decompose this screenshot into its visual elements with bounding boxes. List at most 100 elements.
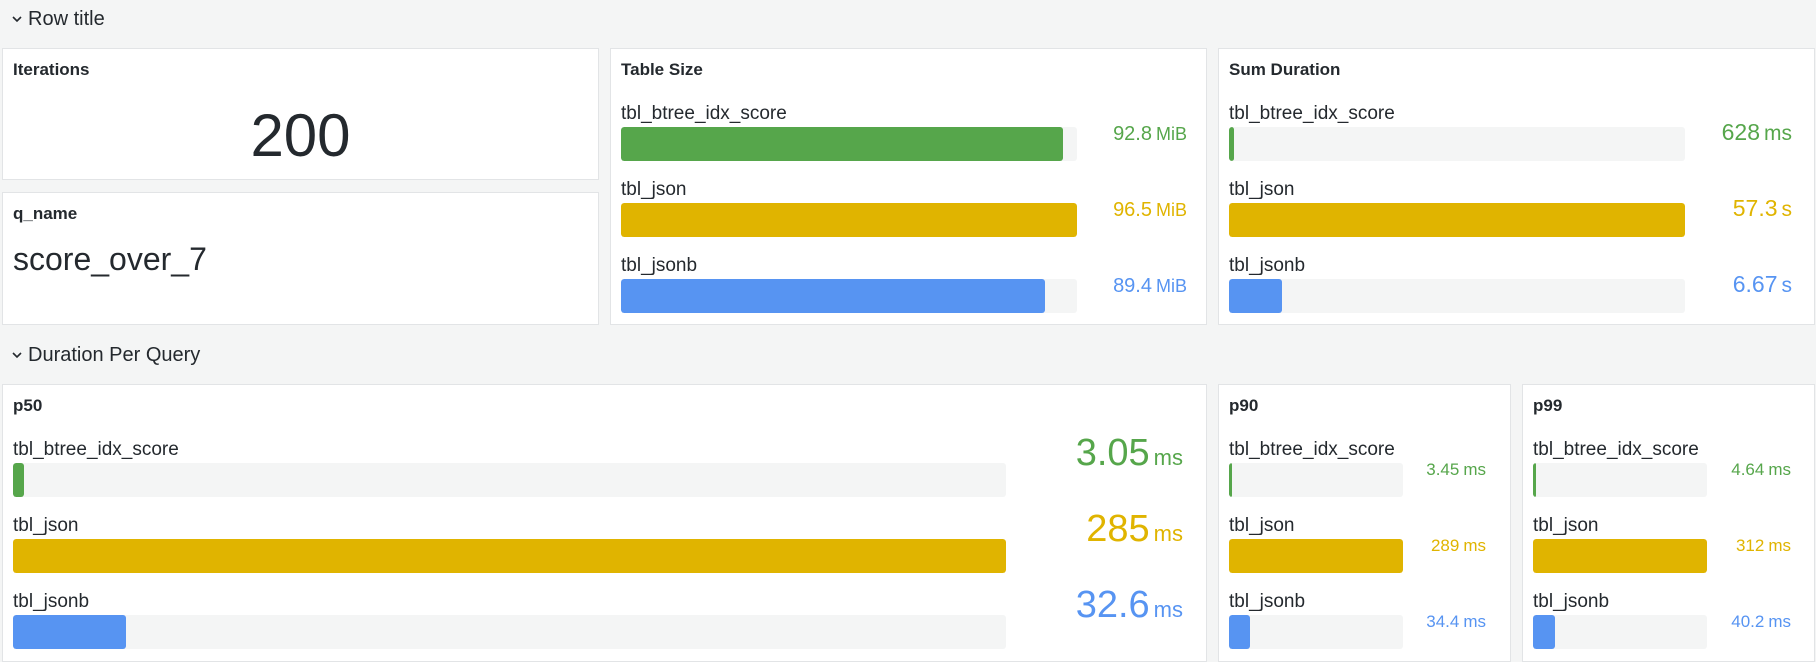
gauge-label: tbl_jsonb [1229,255,1306,276]
gauge-number: 96.5 [1113,199,1152,221]
gauge-bar [1229,127,1235,161]
gauge-unit: ms [1153,521,1183,546]
gauge-label: tbl_jsonb [1533,591,1610,612]
gauge-bar [13,615,127,649]
gauge-track [1533,539,1707,573]
gauge-bar [1533,615,1556,649]
gauge-value: 3.45 ms [1426,460,1486,480]
gauge-bar [621,203,1077,237]
gauge-number: 628 [1721,119,1760,145]
gauge-number: 4.64 [1731,460,1765,479]
gauge-bar [621,279,1046,313]
gauge-number: 40.2 [1731,612,1765,631]
gauge-value: 3.05 ms [1076,432,1183,475]
gauge-label: tbl_json [1229,515,1295,536]
gauge-bar [1533,463,1536,497]
gauge-unit: ms [1153,445,1183,470]
gauge-track [1533,463,1707,497]
sum-duration-panel[interactable]: Sum Duration tbl_btree_idx_score 628 ms tbl… [1218,48,1815,325]
panel-title: p99 [1533,396,1563,415]
p99-panel[interactable]: p99 tbl_btree_idx_score 4.64 ms tbl_json 312… [1522,384,1815,662]
gauge-value: 32.6 ms [1076,584,1183,627]
gauge-number: 92.8 [1113,123,1152,145]
gauge-label: tbl_btree_idx_score [621,103,787,124]
gauge-number: 3.45 [1426,460,1460,479]
panel-title: p50 [13,396,43,415]
gauge-value: 89.4 MiB [1113,275,1187,298]
gauge-label: tbl_btree_idx_score [1229,439,1395,460]
gauge-bar [1533,539,1707,573]
gauge-unit: MiB [1156,276,1187,296]
gauge-unit: ms [1768,460,1791,479]
gauge-bar [1229,539,1403,573]
gauge-bar [621,127,1064,161]
gauge-unit: ms [1463,612,1486,631]
iterations-panel[interactable]: Iterations 200 [2,48,599,180]
gauge-unit: ms [1768,612,1791,631]
gauge-track [13,615,1006,649]
gauge-number: 312 [1735,536,1765,555]
row-header-row-title[interactable]: Row title [10,6,105,32]
panel-title: q_name [13,204,78,223]
gauge-value: 312 ms [1736,536,1791,556]
gauge-track [621,279,1077,313]
gauge-bar [13,463,24,497]
gauge-unit: ms [1463,460,1486,479]
gauge-track [621,203,1077,237]
gauge-number: 89.4 [1113,275,1152,297]
gauge-bar [1229,203,1685,237]
gauge-track [13,539,1006,573]
table-size-panel[interactable]: Table Size tbl_btree_idx_score 92.8 MiB tbl… [610,48,1207,325]
gauge-track [13,463,1006,497]
gauge-label: tbl_jsonb [621,255,698,276]
gauge-unit: s [1781,274,1793,297]
gauge-unit: ms [1764,122,1792,145]
p90-panel[interactable]: p90 tbl_btree_idx_score 3.45 ms tbl_json 289… [1218,384,1511,662]
gauge-bar [1229,463,1232,497]
gauge-value: 6.67 s [1733,271,1792,298]
gauge-value: 96.5 MiB [1113,199,1187,222]
gauge-unit: s [1781,198,1793,221]
gauge-label: tbl_json [1533,515,1599,536]
gauge-value: 40.2 ms [1731,612,1791,632]
gauge-bar [1229,615,1250,649]
gauge-unit: ms [1153,597,1183,622]
gauge-number: 3.05 [1075,432,1150,474]
gauge-label: tbl_jsonb [13,591,90,612]
gauge-value: 57.3 s [1733,195,1792,222]
row-header-duration-per-query[interactable]: Duration Per Query [10,342,200,368]
gauge-unit: ms [1463,536,1486,555]
stat-value: 200 [250,102,351,169]
gauge-label: tbl_json [621,179,687,200]
gauge-bar [1229,279,1282,313]
row-title: Duration Per Query [28,343,201,366]
chevron-down-icon [10,12,24,26]
gauge-label: tbl_jsonb [1229,591,1306,612]
gauge-bar [13,539,1006,573]
text-value: score_over_7 [13,241,207,277]
gauge-track [1229,127,1685,161]
gauge-unit: MiB [1156,200,1187,220]
gauge-value: 285 ms [1086,508,1183,551]
gauge-track [1533,615,1707,649]
panel-title: Iterations [13,60,90,79]
q-name-panel[interactable]: q_name score_over_7 [2,192,599,325]
gauge-label: tbl_btree_idx_score [1533,439,1699,460]
gauge-number: 285 [1086,508,1150,550]
gauge-track [1229,203,1685,237]
row-title: Row title [28,7,105,30]
chevron-down-icon [10,348,24,362]
gauge-number: 57.3 [1732,195,1778,221]
panel-title: Sum Duration [1229,60,1341,79]
gauge-label: tbl_btree_idx_score [13,439,179,460]
gauge-number: 289 [1430,536,1460,555]
gauge-track [1229,463,1403,497]
p50-panel[interactable]: p50 tbl_btree_idx_score 3.05 ms tbl_json 285… [2,384,1207,662]
gauge-track [1229,615,1403,649]
gauge-value: 92.8 MiB [1113,123,1187,146]
gauge-track [1229,539,1403,573]
panel-title: Table Size [621,60,703,79]
gauge-label: tbl_json [13,515,79,536]
gauge-number: 6.67 [1732,271,1778,297]
gauge-value: 289 ms [1431,536,1486,556]
